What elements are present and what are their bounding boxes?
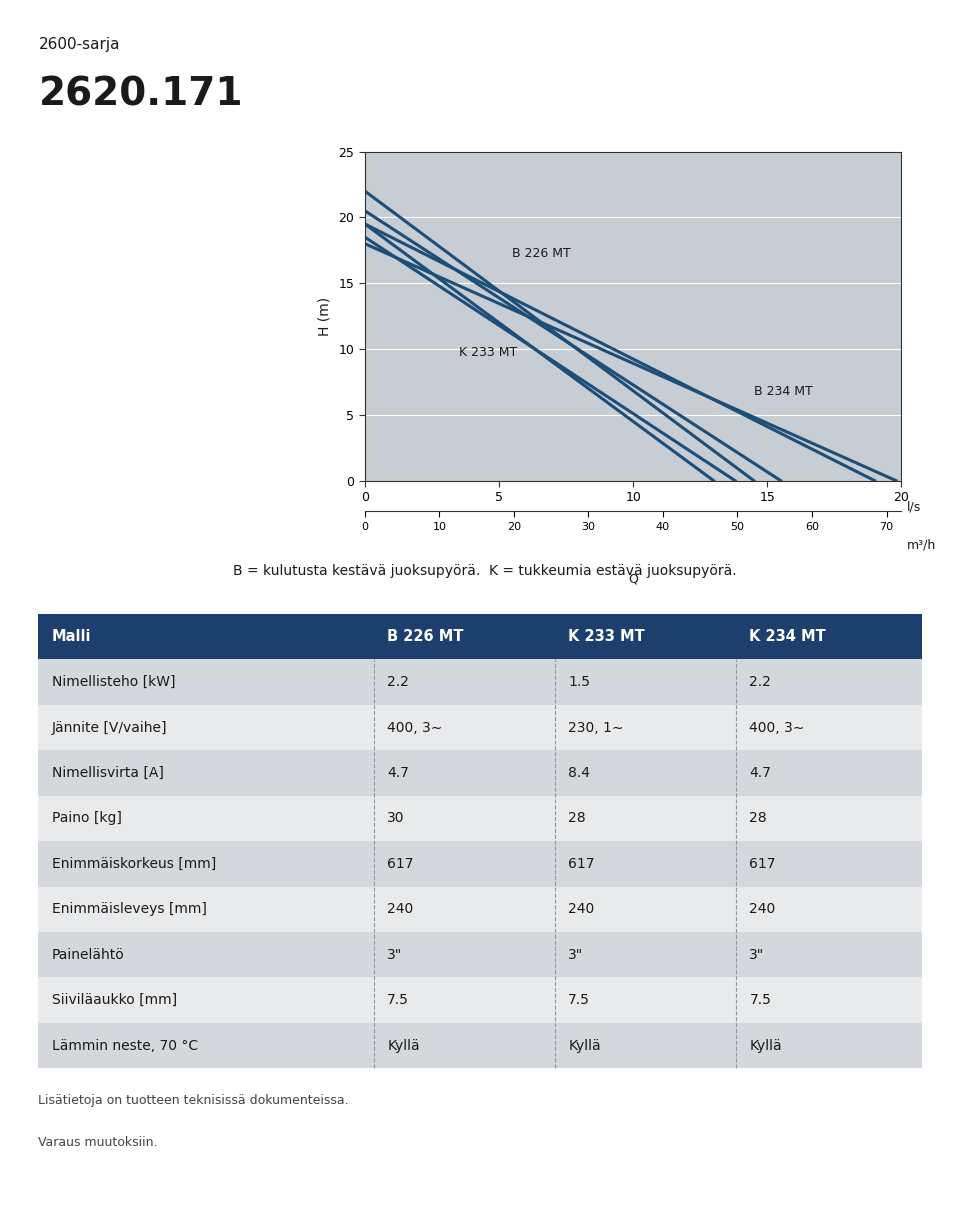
Text: 4.7: 4.7 <box>750 766 771 780</box>
Bar <box>38 750 374 796</box>
Bar <box>736 750 922 796</box>
Bar <box>374 932 555 977</box>
Bar <box>736 1023 922 1068</box>
Bar <box>736 614 922 659</box>
Text: B = kulutusta kestävä juoksupyörä.  K = tukkeumia estävä juoksupyörä.: B = kulutusta kestävä juoksupyörä. K = t… <box>232 564 736 578</box>
Bar <box>736 977 922 1023</box>
Bar <box>374 705 555 750</box>
Text: 30: 30 <box>387 812 405 825</box>
Bar <box>38 932 374 977</box>
Bar <box>38 977 374 1023</box>
Text: Enimmäiskorkeus [mm]: Enimmäiskorkeus [mm] <box>52 857 216 871</box>
Text: 617: 617 <box>387 857 414 871</box>
Bar <box>374 887 555 932</box>
Text: Kyllä: Kyllä <box>387 1039 420 1052</box>
Bar <box>374 977 555 1023</box>
Text: Paino [kg]: Paino [kg] <box>52 812 122 825</box>
Bar <box>555 932 736 977</box>
Text: 3": 3" <box>387 948 402 962</box>
Bar <box>38 1023 374 1068</box>
Text: 240: 240 <box>387 903 414 916</box>
Text: Nimellisteho [kW]: Nimellisteho [kW] <box>52 675 175 689</box>
Text: 7.5: 7.5 <box>750 993 771 1007</box>
Bar <box>555 614 736 659</box>
Text: 4.7: 4.7 <box>387 766 409 780</box>
Text: 400, 3∼: 400, 3∼ <box>387 721 443 734</box>
Bar <box>38 841 374 887</box>
Bar <box>736 659 922 705</box>
Text: Kyllä: Kyllä <box>568 1039 601 1052</box>
Text: l/s: l/s <box>907 500 921 513</box>
Bar <box>374 796 555 841</box>
Bar <box>736 887 922 932</box>
Bar <box>38 614 374 659</box>
Text: 2600-sarja: 2600-sarja <box>38 37 120 52</box>
Bar <box>736 932 922 977</box>
Text: B 226 MT: B 226 MT <box>387 629 464 645</box>
Text: 8.4: 8.4 <box>568 766 590 780</box>
Bar <box>555 659 736 705</box>
Bar <box>555 796 736 841</box>
Text: Siiviläaukko [mm]: Siiviläaukko [mm] <box>52 993 177 1007</box>
Text: Q: Q <box>628 572 638 586</box>
Text: K 233 MT: K 233 MT <box>568 629 645 645</box>
Text: 28: 28 <box>750 812 767 825</box>
Text: 3": 3" <box>750 948 764 962</box>
Text: 240: 240 <box>568 903 594 916</box>
Bar <box>38 796 374 841</box>
Bar <box>374 841 555 887</box>
Bar <box>555 841 736 887</box>
Bar <box>38 705 374 750</box>
Bar <box>374 659 555 705</box>
Bar <box>555 977 736 1023</box>
Text: Lisätietoja on tuotteen teknisissä dokumenteissa.: Lisätietoja on tuotteen teknisissä dokum… <box>38 1094 349 1108</box>
Text: m³/h: m³/h <box>907 538 936 551</box>
Text: Jännite [V/vaihe]: Jännite [V/vaihe] <box>52 721 167 734</box>
Text: 7.5: 7.5 <box>387 993 409 1007</box>
Text: 400, 3∼: 400, 3∼ <box>750 721 804 734</box>
Text: Kyllä: Kyllä <box>750 1039 782 1052</box>
Text: 28: 28 <box>568 812 586 825</box>
Text: Malli: Malli <box>52 629 91 645</box>
Text: 617: 617 <box>750 857 776 871</box>
Text: 2.2: 2.2 <box>750 675 771 689</box>
Bar <box>555 887 736 932</box>
Bar <box>736 705 922 750</box>
Text: Lämmin neste, 70 °C: Lämmin neste, 70 °C <box>52 1039 198 1052</box>
Bar <box>374 750 555 796</box>
Bar <box>736 796 922 841</box>
Text: 230, 1∼: 230, 1∼ <box>568 721 624 734</box>
Text: B 234 MT: B 234 MT <box>754 386 812 398</box>
Text: Enimmäisleveys [mm]: Enimmäisleveys [mm] <box>52 903 206 916</box>
Text: Nimellisvirta [A]: Nimellisvirta [A] <box>52 766 163 780</box>
Bar <box>374 614 555 659</box>
Y-axis label: H (m): H (m) <box>318 296 331 335</box>
Bar <box>555 705 736 750</box>
Bar <box>736 841 922 887</box>
Bar <box>374 1023 555 1068</box>
Text: 240: 240 <box>750 903 776 916</box>
Text: 2.2: 2.2 <box>387 675 409 689</box>
Text: 1.5: 1.5 <box>568 675 590 689</box>
Text: 2620.171: 2620.171 <box>38 76 243 113</box>
Text: K 233 MT: K 233 MT <box>459 345 517 359</box>
Text: Varaus muutoksiin.: Varaus muutoksiin. <box>38 1136 157 1149</box>
Bar <box>38 659 374 705</box>
Text: Painelähtö: Painelähtö <box>52 948 125 962</box>
Text: 9: 9 <box>919 1206 931 1223</box>
Text: K 234 MT: K 234 MT <box>750 629 827 645</box>
Bar <box>38 887 374 932</box>
Bar <box>555 1023 736 1068</box>
Text: 3": 3" <box>568 948 584 962</box>
Bar <box>555 750 736 796</box>
Text: B 226 MT: B 226 MT <box>513 247 571 260</box>
Text: 7.5: 7.5 <box>568 993 590 1007</box>
Text: 617: 617 <box>568 857 595 871</box>
